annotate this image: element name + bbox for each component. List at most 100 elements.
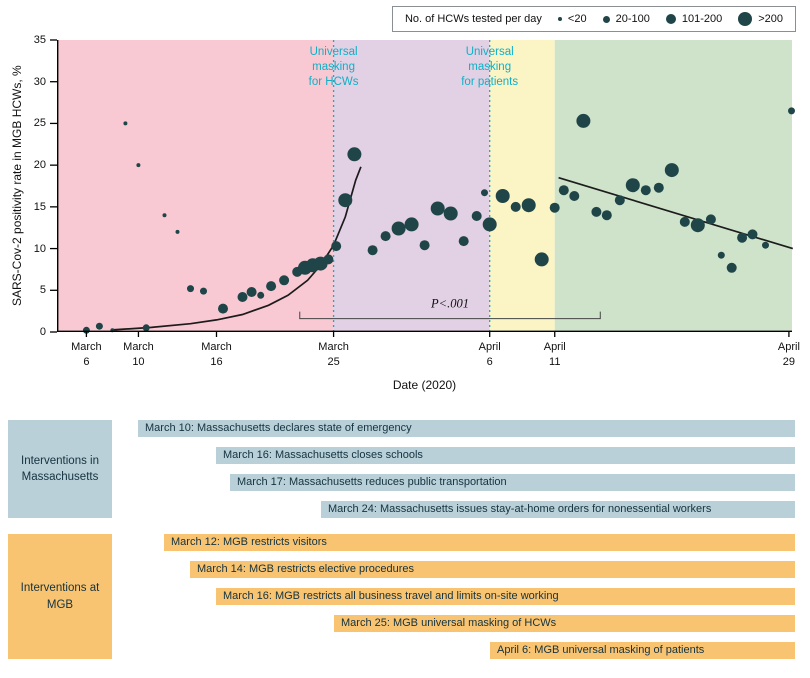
data-point: [726, 262, 737, 273]
data-point: [331, 241, 342, 252]
legend-item: 101-200: [665, 13, 723, 25]
data-point: [558, 185, 569, 196]
data-point: [664, 163, 679, 178]
data-point: [481, 189, 488, 197]
x-tick-label: March 10: [123, 341, 154, 368]
data-point: [246, 287, 257, 297]
timeline-bar: March 12: MGB restricts visitors: [164, 534, 795, 551]
x-tick-label: March 6: [71, 341, 102, 368]
y-tick-label: 0: [39, 326, 46, 338]
x-tick-label: April 29: [777, 341, 800, 368]
data-point: [534, 252, 549, 267]
data-point: [279, 275, 290, 286]
data-point: [430, 201, 445, 216]
data-point: [614, 195, 625, 206]
data-point: [218, 303, 228, 314]
trend-exponential-rise: [112, 166, 362, 331]
region-post-interventions: [554, 40, 792, 332]
x-tick-label: March 25: [318, 341, 349, 368]
data-point: [237, 292, 248, 302]
data-point: [162, 213, 167, 218]
data-point: [323, 254, 334, 265]
timeline-bar: March 16: MGB restricts all business tra…: [216, 588, 795, 605]
y-tick-label: 25: [33, 117, 46, 130]
data-point: [762, 241, 769, 249]
x-tick-label: March 16: [201, 341, 232, 368]
timeline-bar: March 24: Massachusetts issues stay-at-h…: [321, 501, 795, 518]
legend-item-label: 101-200: [681, 13, 723, 25]
data-point: [510, 201, 521, 212]
p-value-label: P<.001: [430, 297, 469, 311]
data-point: [591, 206, 602, 217]
data-point: [705, 214, 716, 225]
data-point: [380, 231, 391, 242]
legend-size-dot-icon: [738, 12, 753, 26]
region-universal-masking-patients: [489, 40, 555, 332]
data-point: [175, 229, 180, 234]
x-axis-title: Date (2020): [392, 378, 457, 392]
timeline-bars: March 10: Massachusetts declares state o…: [0, 420, 810, 518]
data-point: [458, 236, 469, 247]
timeline-group-massachusetts: Interventions in Massachusetts March 10:…: [0, 420, 810, 518]
timeline-group-label: Interventions in Massachusetts: [8, 420, 112, 518]
timeline-bar: March 14: MGB restricts elective procedu…: [190, 561, 795, 578]
timeline-bars: March 12: MGB restricts visitors March 14…: [0, 534, 810, 659]
data-point: [640, 185, 651, 196]
legend-size-dot-icon: [602, 15, 610, 23]
timeline-bar: March 17: Massachusetts reduces public t…: [230, 474, 795, 491]
legend-items: <20 20-100 101-200 >200: [557, 12, 783, 26]
data-point: [482, 217, 497, 232]
data-point: [495, 189, 510, 203]
timeline-bar: March 25: MGB universal masking of HCWs: [334, 615, 795, 632]
legend-item-label: >200: [758, 13, 783, 25]
timeline-bar: April 6: MGB universal masking of patien…: [490, 642, 795, 659]
p-value-bracket: [299, 311, 601, 320]
data-point: [200, 287, 207, 295]
x-tick-label: April 11: [543, 341, 566, 368]
data-point: [123, 121, 128, 126]
data-point: [521, 198, 536, 213]
data-point: [266, 281, 277, 292]
data-point: [569, 191, 580, 201]
x-tick-label: April 6: [478, 341, 501, 368]
data-point: [257, 291, 265, 299]
data-point: [690, 218, 705, 233]
y-tick-label: 5: [39, 284, 46, 297]
data-point: [82, 326, 90, 334]
legend-item-label: <20: [567, 13, 587, 25]
legend-title: No. of HCWs tested per day: [404, 13, 542, 25]
data-point: [653, 182, 664, 193]
masking-label: Universal masking for patients: [461, 46, 519, 88]
axis-lines: [57, 40, 792, 332]
data-point: [625, 178, 640, 193]
data-point: [338, 193, 353, 208]
data-point: [679, 216, 690, 227]
y-axis-ticks: 0 5 10 15 20 25 30 35: [0, 34, 48, 338]
data-point: [549, 202, 560, 213]
data-point: [737, 232, 748, 243]
data-point: [187, 285, 194, 293]
data-point: [471, 211, 482, 221]
plot-area: P<.001 Universal masking for HCWs Univers…: [50, 39, 795, 337]
legend-item: <20: [557, 13, 587, 25]
data-point: [136, 163, 141, 168]
y-tick-label: 20: [33, 159, 46, 172]
legend-item: 20-100: [602, 13, 650, 25]
data-point: [601, 210, 612, 221]
y-tick-label: 30: [33, 75, 46, 88]
timeline-bar: March 16: Massachusetts closes schools: [216, 447, 795, 464]
region-pre-universal-masking: [57, 40, 334, 332]
data-point: [391, 221, 406, 236]
legend-size-dot-icon: [665, 14, 676, 24]
region-universal-masking-hcws: [333, 40, 490, 332]
timeline-group-mgb: Interventions at MGB March 12: MGB restr…: [0, 534, 810, 659]
legend-item: >200: [738, 12, 783, 26]
legend-item-label: 20-100: [615, 13, 650, 25]
data-point: [419, 240, 430, 251]
timeline-bar: March 10: Massachusetts declares state o…: [138, 420, 795, 437]
interventions-timeline: Interventions in Massachusetts March 10:…: [0, 420, 810, 659]
data-point: [576, 113, 591, 128]
data-point: [95, 322, 103, 330]
legend-size-dot-icon: [557, 17, 562, 21]
